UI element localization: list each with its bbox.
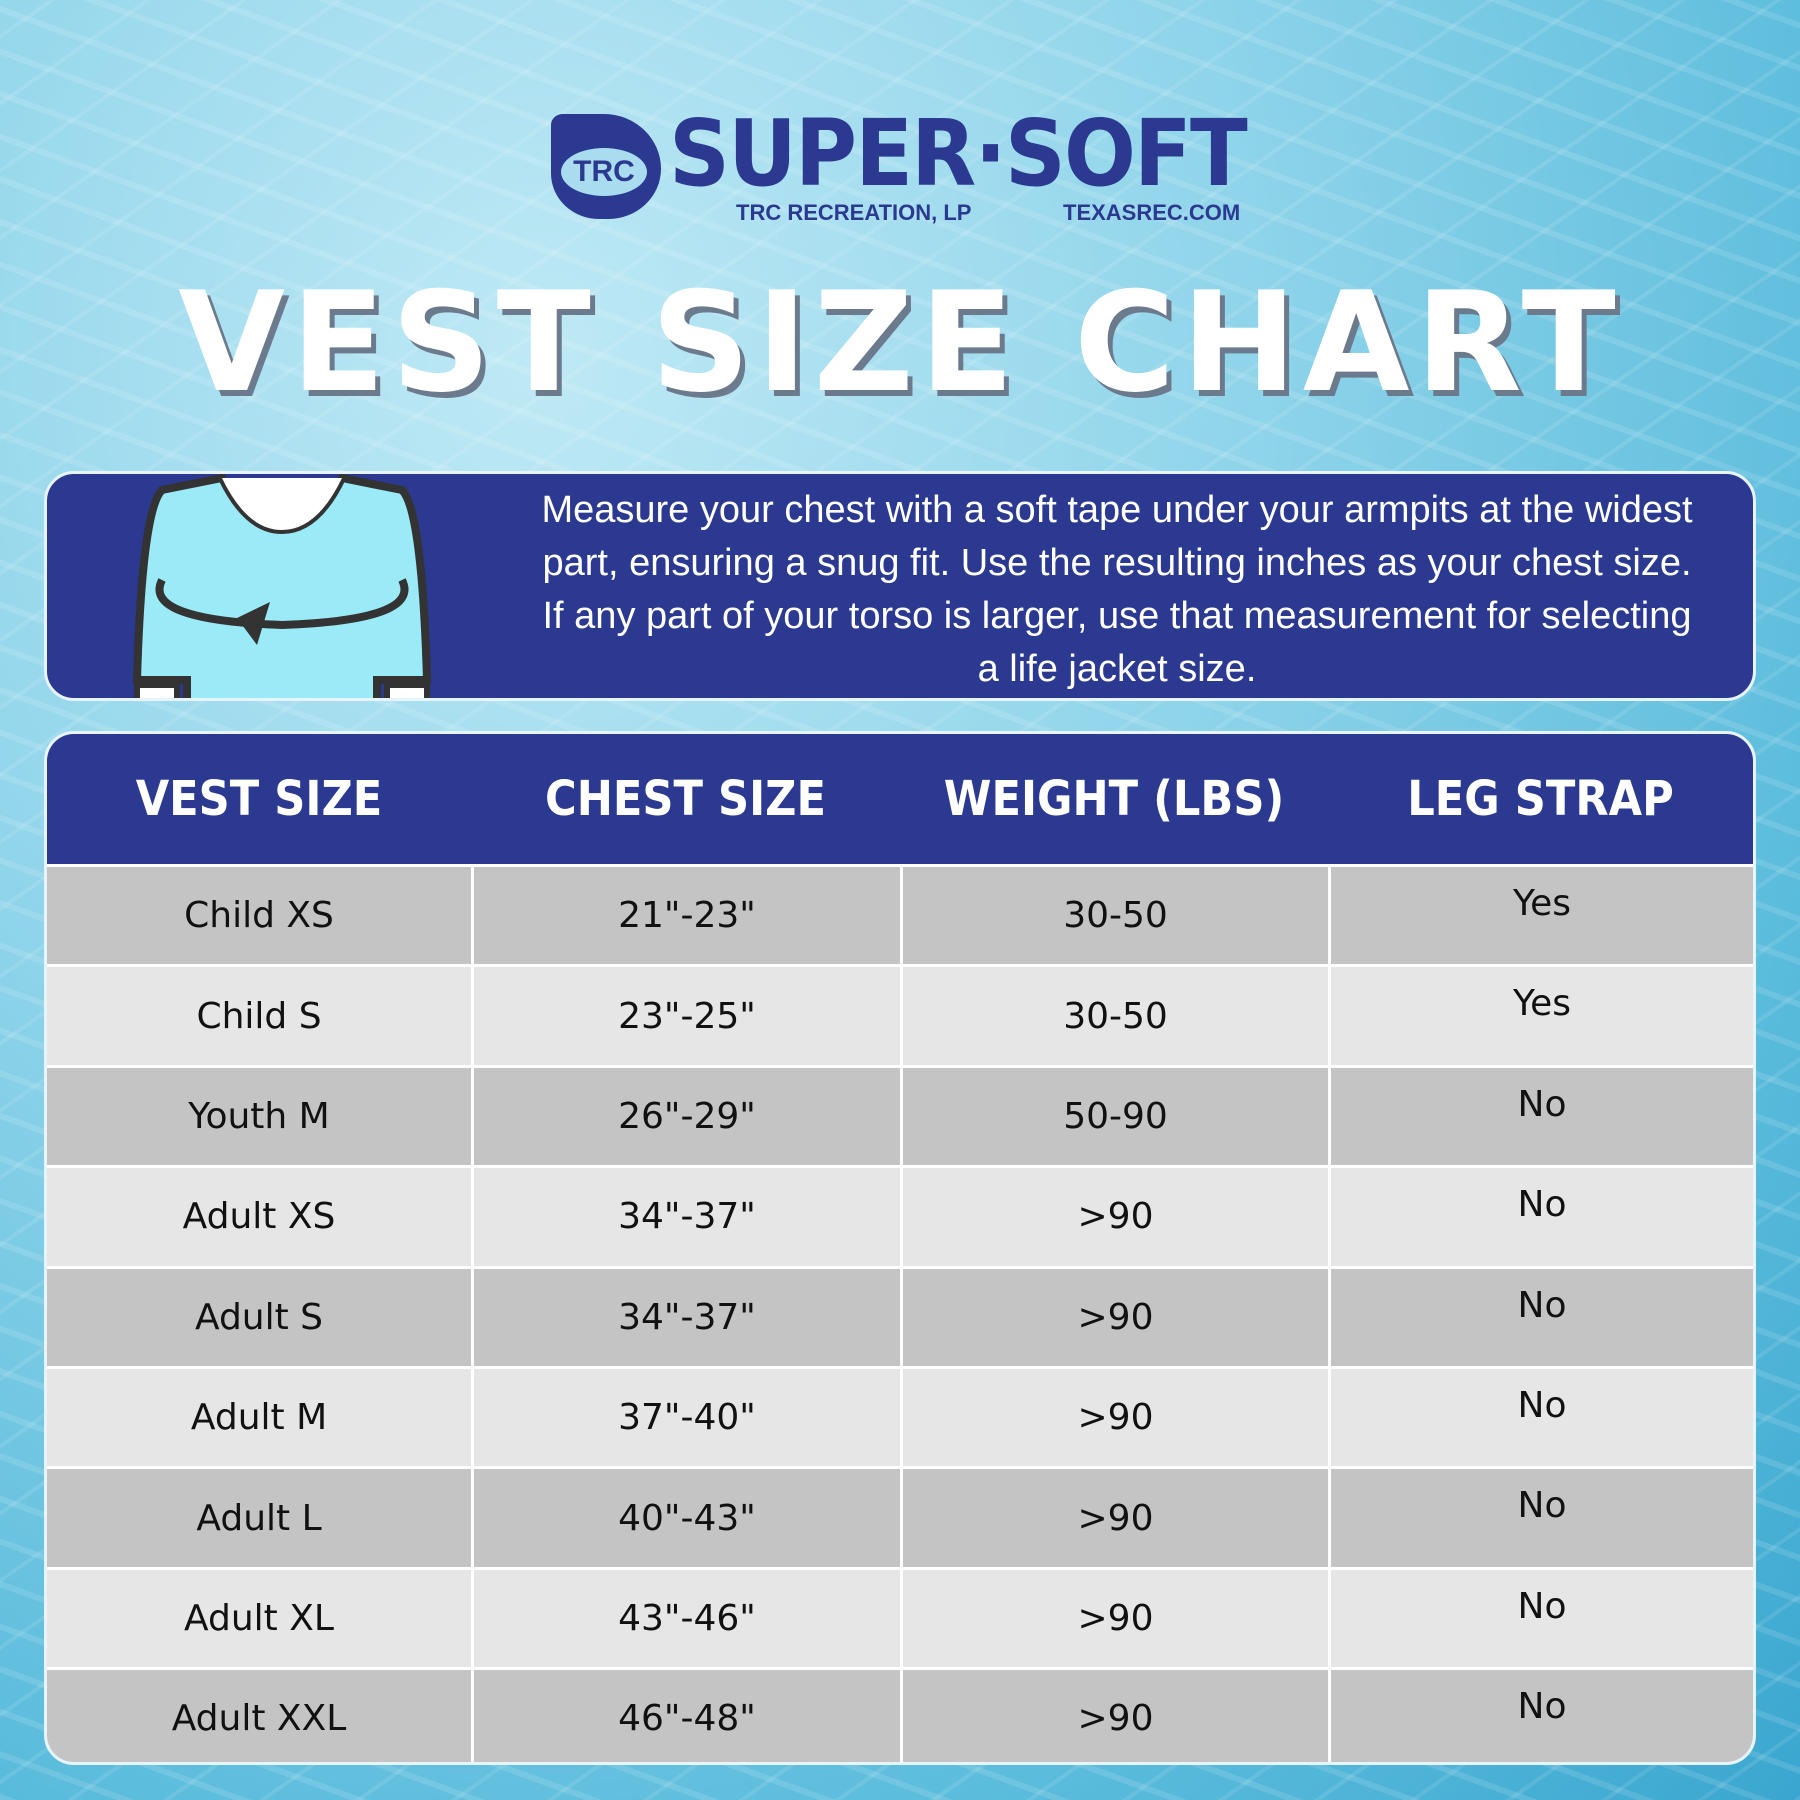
brand-name: SUPER·SOFT [669,100,1248,207]
table-row: Child S 23"-25" 30-50 Yes [47,964,1753,1065]
header-vest-size: VEST SIZE [135,771,383,827]
chest-size-cell: 26"-29" [471,1067,900,1166]
header-weight: WEIGHT (LBS) [943,771,1285,827]
leg-strap-cell: No [1328,1368,1753,1467]
leg-strap-cell: Yes [1328,867,1753,965]
vest-size-cell: Adult L [196,1497,322,1539]
measurement-instructions: Measure your chest with a soft tape unde… [44,471,1756,701]
weight-cell: >90 [900,1268,1328,1366]
vest-size-cell: Child S [196,995,322,1037]
weight-cell: >90 [900,1168,1328,1266]
size-table: VEST SIZE CHEST SIZE WEIGHT (LBS) LEG ST… [44,731,1756,1765]
table-row: Adult M 37"-40" >90 No [47,1365,1753,1467]
weight-cell: 50-90 [900,1067,1328,1166]
vest-size-cell: Adult XL [184,1597,334,1639]
weight-cell: >90 [900,1469,1328,1567]
vest-size-cell: Adult S [194,1296,324,1338]
chest-size-cell: 21"-23" [471,867,900,965]
weight-cell: 30-50 [900,967,1328,1065]
table-row: Child XS 21"-23" 30-50 Yes [47,864,1753,965]
shirt-measure-icon [132,474,432,698]
weight-cell: 30-50 [900,867,1328,965]
leg-strap-cell: No [1328,1067,1753,1166]
chest-size-cell: 46"-48" [471,1670,900,1762]
leg-strap-cell: No [1328,1569,1753,1668]
website: TEXASREC.COM [1063,200,1241,225]
vest-size-cell: Adult XXL [171,1698,347,1740]
leg-strap-cell: No [1328,1268,1753,1366]
vest-size-cell: Youth M [188,1095,330,1137]
header-chest-size: CHEST SIZE [544,771,826,827]
company-name: TRC RECREATION, LP [736,200,972,225]
table-header: VEST SIZE CHEST SIZE WEIGHT (LBS) LEG ST… [47,734,1753,864]
trc-drop-logo: TRC [551,114,661,219]
table-row: Adult XXL 46"-48" >90 No [47,1667,1753,1762]
super-soft-logo: TRC SUPER·SOFT TRC RECREATION, LP TEXASR… [551,100,1251,228]
vest-size-cell: Child XS [184,895,334,937]
instructions-text: Measure your chest with a soft tape unde… [541,489,1693,690]
leg-strap-cell: No [1328,1168,1753,1266]
table-row: Adult XL 43"-46" >90 No [47,1566,1753,1668]
chest-size-cell: 34"-37" [471,1168,900,1266]
table-row: Adult L 40"-43" >90 No [47,1466,1753,1567]
weight-cell: >90 [900,1368,1328,1467]
table-row: Adult XS 34"-37" >90 No [47,1165,1753,1266]
chest-size-cell: 43"-46" [471,1569,900,1668]
chest-size-cell: 23"-25" [471,967,900,1065]
leg-strap-cell: Yes [1328,967,1753,1065]
chest-size-cell: 34"-37" [471,1268,900,1366]
leg-strap-cell: No [1328,1670,1753,1762]
page-title: VEST SIZE CHART [178,262,1622,423]
chest-size-cell: 40"-43" [471,1469,900,1567]
table-row: Adult S 34"-37" >90 No [47,1265,1753,1366]
vest-size-cell: Adult M [190,1397,328,1439]
chest-size-cell: 37"-40" [471,1368,900,1467]
weight-cell: >90 [900,1569,1328,1668]
table-row: Youth M 26"-29" 50-90 No [47,1064,1753,1166]
weight-cell: >90 [900,1670,1328,1762]
logo-mark: TRC [561,148,647,196]
vest-size-cell: Adult XS [182,1196,336,1238]
leg-strap-cell: No [1328,1469,1753,1567]
header-leg-strap: LEG STRAP [1407,771,1674,827]
